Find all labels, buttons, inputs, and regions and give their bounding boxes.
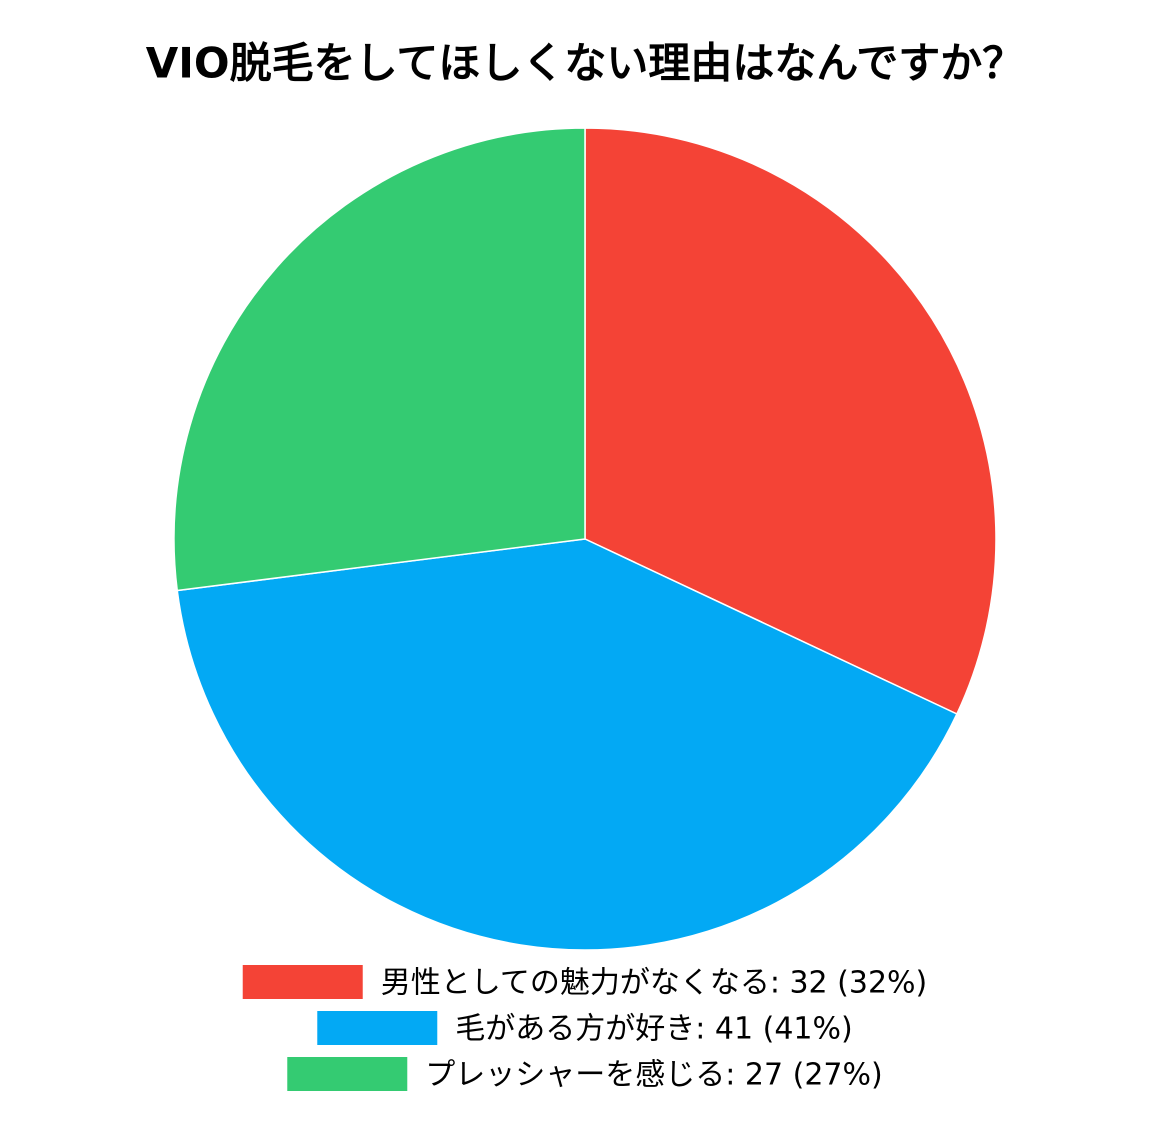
legend-label: 毛がある方が好き: 41 (41%) [455, 1012, 852, 1047]
legend-swatch [287, 1057, 408, 1091]
legend-label: プレッシャーを感じる: 27 (27%) [425, 1058, 882, 1093]
chart-title: VIO脱毛をしてほしくない理由はなんですか？ [146, 39, 1024, 88]
pie-slice [173, 127, 586, 592]
pie-slice [584, 127, 997, 715]
legend-label: 男性としての魅力がなくなる: 32 (32%) [381, 966, 928, 1001]
legend-swatch [317, 1011, 438, 1045]
pie-slice [176, 538, 958, 951]
legend-swatch [242, 965, 363, 999]
